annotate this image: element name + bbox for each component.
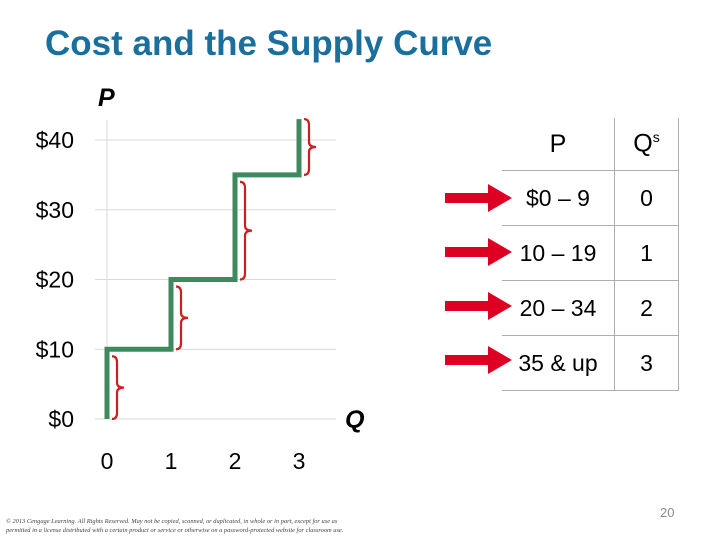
- table-row: $0 – 9 0: [502, 170, 679, 226]
- y-tick-label: $20: [36, 267, 74, 293]
- page-number: 20: [660, 505, 675, 520]
- arrow-shaft: [445, 355, 490, 365]
- header-q-text: Q: [633, 129, 653, 158]
- copyright-line-1: © 2013 Cengage Learning. All Rights Rese…: [6, 518, 338, 525]
- copyright-line-2: permitted in a license distributed with …: [6, 527, 344, 534]
- row-quantity: 0: [614, 170, 679, 226]
- price-range-brace: [239, 180, 253, 281]
- y-tick-label: $0: [48, 406, 74, 432]
- x-tick-label: 2: [229, 448, 242, 474]
- row-quantity: 3: [614, 335, 679, 391]
- table-header-row: P Qs: [502, 118, 679, 171]
- y-tick-label: $30: [36, 197, 74, 223]
- row-price: 20 – 34: [502, 280, 615, 336]
- row-arrow-icon: [445, 346, 512, 374]
- table-row: 10 – 19 1: [502, 225, 679, 281]
- row-quantity: 1: [614, 225, 679, 281]
- header-q-superscript: s: [652, 129, 660, 146]
- slide-title: Cost and the Supply Curve: [45, 24, 493, 63]
- arrow-head: [488, 292, 512, 320]
- table-row: 35 & up 3: [502, 335, 679, 391]
- x-axis-name: Q: [345, 406, 365, 434]
- row-arrow-icon: [445, 238, 512, 266]
- row-arrow-icon: [445, 292, 512, 320]
- row-price: 10 – 19: [502, 225, 615, 281]
- table-header-quantity: Qs: [614, 118, 679, 171]
- table-row: 20 – 34 2: [502, 280, 679, 336]
- price-range-brace: [111, 355, 125, 421]
- arrow-head: [488, 346, 512, 374]
- arrow-shaft: [445, 193, 490, 203]
- arrow-shaft: [445, 247, 490, 257]
- copyright-notice: © 2013 Cengage Learning. All Rights Rese…: [6, 517, 446, 535]
- tick-labels: $0 $10 $20 $30 $40 0 1 2 3: [36, 127, 306, 474]
- arrow-head: [488, 238, 512, 266]
- supply-curve: [104, 119, 302, 419]
- x-tick-label: 3: [293, 448, 306, 474]
- brace-marks: [111, 117, 317, 421]
- supply-step-line: [104, 119, 302, 419]
- price-range-brace: [175, 285, 189, 351]
- arrow-shaft: [445, 301, 490, 311]
- x-tick-label: 1: [165, 448, 178, 474]
- arrow-head: [488, 184, 512, 212]
- row-price: $0 – 9: [502, 170, 615, 226]
- y-tick-label: $40: [36, 127, 74, 153]
- y-axis-name: P: [98, 84, 115, 112]
- row-quantity: 2: [614, 280, 679, 336]
- price-range-brace: [303, 117, 317, 176]
- row-price: 35 & up: [502, 335, 615, 391]
- row-arrow-icon: [445, 184, 512, 212]
- x-tick-label: 0: [101, 448, 114, 474]
- table-header-price: P: [502, 118, 615, 171]
- y-tick-label: $10: [36, 336, 74, 362]
- supply-schedule-table: P Qs $0 – 9 0 10 – 19 1 20 – 34 2 35 & u…: [502, 118, 679, 391]
